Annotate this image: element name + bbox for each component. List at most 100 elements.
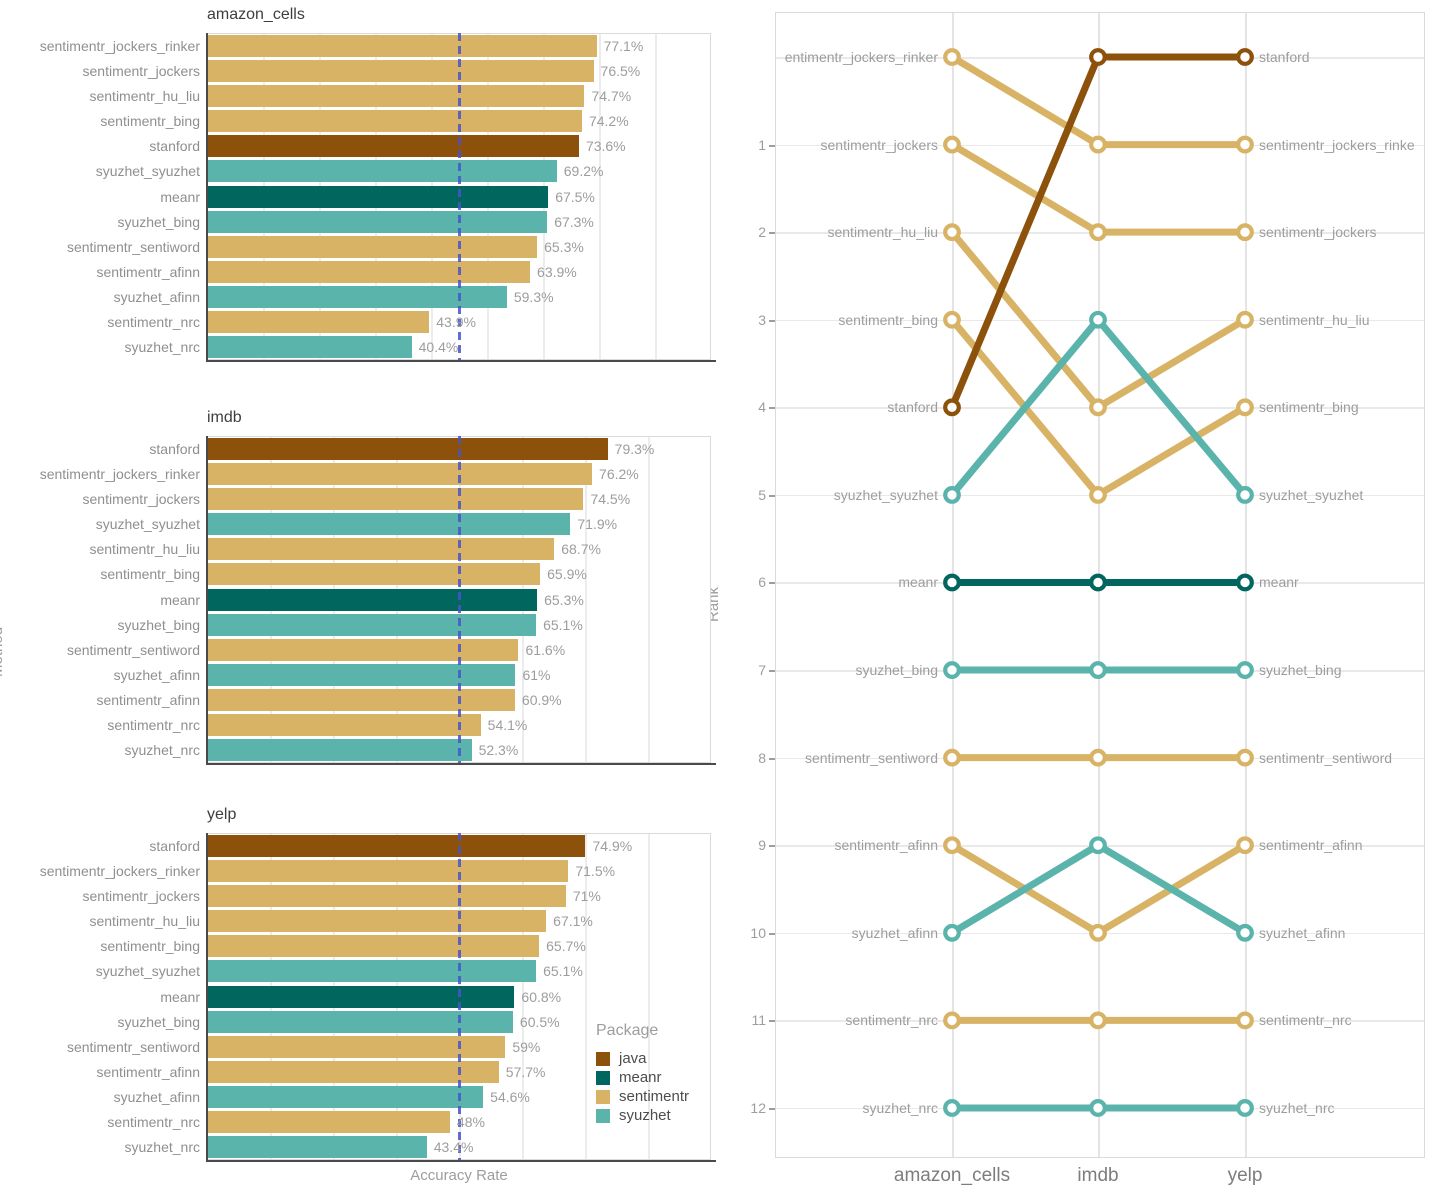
bump-point <box>1089 310 1107 329</box>
bump-right-label-stanford: stanford <box>1259 49 1310 65</box>
bump-point <box>1236 310 1254 329</box>
legend-item-java: java <box>596 1049 689 1068</box>
rank-tick-mark <box>769 319 775 322</box>
rank-tick-label: 3 <box>758 311 766 328</box>
bar-value-label: 76.2% <box>599 465 639 482</box>
x-axis-line <box>206 763 716 765</box>
bar-value-label: 59.3% <box>513 289 554 306</box>
method-label: syuzhet_afinn <box>113 1089 200 1106</box>
bump-line-syuzhet_afinn <box>950 841 1247 936</box>
bump-point <box>1236 661 1254 679</box>
bar <box>208 663 516 686</box>
bump-point <box>943 1011 961 1030</box>
bump-point <box>943 486 961 504</box>
package-legend: Package java meanr sentimentr syuzhet <box>596 1022 689 1125</box>
bar-value-label: 74.7% <box>591 87 632 104</box>
bump-line-sentimentr_afinn <box>950 842 1247 937</box>
bar <box>208 487 584 510</box>
bar-value-label: 67.3% <box>554 213 594 230</box>
bar-value-label: 65.1% <box>543 963 583 980</box>
rank-tick-mark <box>769 494 775 497</box>
bar-value-label: 71.9% <box>577 516 618 533</box>
bump-point <box>1236 398 1254 417</box>
rank-tick-mark <box>769 407 775 410</box>
java-swatch-icon <box>596 1051 610 1066</box>
bump-point <box>1236 48 1254 66</box>
bump-point <box>943 223 961 242</box>
bar <box>208 210 548 233</box>
rank-tick-mark <box>769 757 775 760</box>
bump-lines-svg <box>943 48 1254 1117</box>
bump-left-label-sentimentr_nrc: sentimentr_nrc <box>845 1012 938 1029</box>
bump-left-label-syuzhet_bing: syuzhet_bing <box>855 662 938 679</box>
rank-tick-label: 12 <box>750 1099 766 1116</box>
bar-value-label: 65.1% <box>543 616 583 633</box>
bar <box>208 336 412 359</box>
sentimentr-swatch-icon <box>596 1089 610 1104</box>
rank-tick-mark <box>769 1020 775 1023</box>
legend-item-sentimentr: sentimentr <box>596 1087 689 1106</box>
bump-right-label-syuzhet_bing: syuzhet_bing <box>1259 662 1342 679</box>
rank-tick-mark <box>769 582 775 585</box>
bar <box>208 437 608 460</box>
bump-point <box>1236 923 1254 942</box>
bar-value-label: 40.4% <box>418 339 459 356</box>
method-label: meanr <box>160 988 200 1005</box>
method-label: sentimentr_nrc <box>107 314 200 331</box>
bump-right-label-syuzhet_afinn: syuzhet_afinn <box>1259 924 1346 941</box>
bump-point <box>1089 1099 1107 1117</box>
bar <box>208 311 430 334</box>
bar <box>208 689 515 712</box>
method-label: sentimentr_afinn <box>96 263 200 280</box>
bar <box>208 260 531 283</box>
bar <box>208 235 538 258</box>
rank-tick-mark <box>769 932 775 935</box>
method-label: sentimentr_hu_liu <box>89 913 200 930</box>
bump-point <box>943 923 961 942</box>
bar <box>208 1086 484 1109</box>
gridline <box>585 834 587 1159</box>
bar-value-label: 74.5% <box>590 490 631 507</box>
bar <box>208 884 566 907</box>
method-label: sentimentr_sentiword <box>66 1038 200 1055</box>
bar-value-label: 65.9% <box>547 566 587 583</box>
method-label: syuzhet_syuzhet <box>95 963 200 980</box>
bar <box>208 84 585 107</box>
bump-right-label-meanr: meanr <box>1259 574 1299 591</box>
method-label: sentimentr_jockers_rinker <box>39 37 200 54</box>
rank-tick-mark <box>769 670 775 673</box>
rank-tick-label: 1 <box>758 136 766 153</box>
bump-point <box>1236 748 1254 767</box>
bump-point <box>943 573 961 592</box>
bump-point <box>943 836 961 855</box>
bump-right-label-sentimentr_jockers_rinker: sentimentr_jockers_rinke <box>1259 136 1415 153</box>
bar-value-label: 54.1% <box>487 717 528 734</box>
rank-tick-label: 9 <box>758 837 766 854</box>
bump-x-label-yelp: yelp <box>1227 1165 1263 1186</box>
bar-value-label: 79.3% <box>614 440 655 457</box>
bump-line-sentimentr_jockers <box>950 141 1245 236</box>
rank-tick-label: 8 <box>758 749 766 766</box>
bar-value-label: 67.5% <box>555 188 595 205</box>
bar-value-label: 59% <box>512 1038 541 1055</box>
method-label: syuzhet_nrc <box>124 1139 200 1156</box>
bar <box>208 135 579 158</box>
bar <box>208 34 597 57</box>
gridline <box>655 34 657 359</box>
gridline <box>599 34 601 359</box>
rank-axis-title: Rank <box>705 586 722 622</box>
bar <box>208 935 540 958</box>
bump-point <box>1089 661 1107 679</box>
bump-left-label-syuzhet_afinn: syuzhet_afinn <box>851 924 938 941</box>
bump-point <box>943 135 961 154</box>
method-label: syuzhet_syuzhet <box>95 516 200 533</box>
method-label: syuzhet_nrc <box>124 339 200 356</box>
rank-tick-label: 4 <box>758 399 766 416</box>
bump-left-label-sentimentr_bing: sentimentr_bing <box>838 311 938 328</box>
bar-value-label: 43.9% <box>436 314 476 331</box>
bump-left-label-sentimentr_jockers: sentimentr_jockers <box>820 136 939 153</box>
bar <box>208 960 537 983</box>
bump-left-label-sentimentr_jockers_rinker: entimentr_jockers_rinker <box>784 49 938 65</box>
method-label: sentimentr_nrc <box>107 717 200 734</box>
